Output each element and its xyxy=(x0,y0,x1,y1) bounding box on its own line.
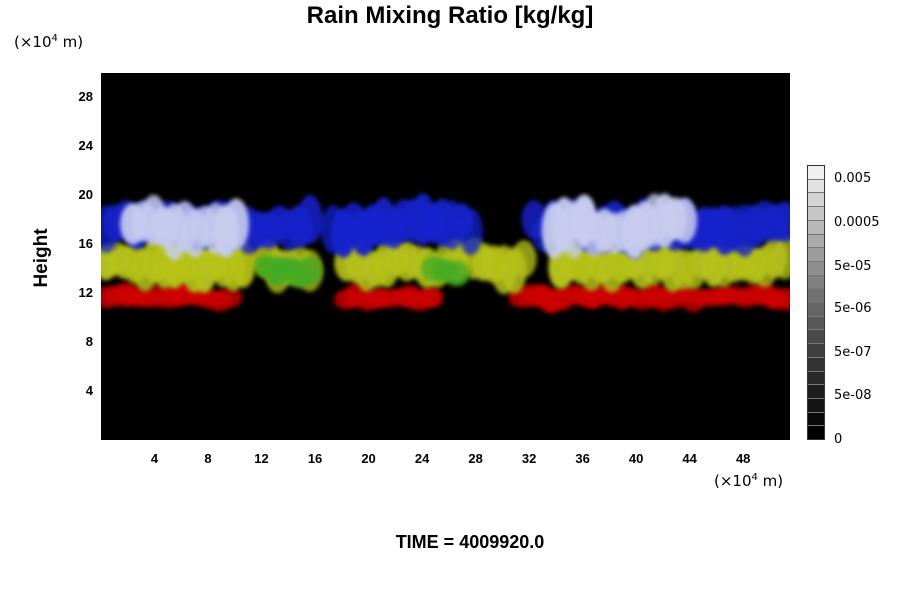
colorbar-cell xyxy=(808,275,824,290)
y-tick-label: 16 xyxy=(78,236,93,252)
cloud-blob xyxy=(216,287,243,308)
colorbar-cell xyxy=(808,220,824,235)
cloud-blob xyxy=(511,240,537,278)
x-tick-label: 40 xyxy=(628,451,644,466)
colorbar-cell xyxy=(808,316,824,331)
colorbar-cell xyxy=(808,426,824,440)
plot-area xyxy=(101,73,790,440)
colorbar-cell xyxy=(808,207,824,221)
cloud-layer-4 xyxy=(120,193,698,261)
y-tick-label: 8 xyxy=(85,334,93,350)
colorbar-cell xyxy=(808,398,824,413)
colorbar-cell xyxy=(808,248,824,262)
x-tick-label: 48 xyxy=(735,451,751,466)
colorbar-cell xyxy=(808,385,824,399)
colorbar-cell xyxy=(808,412,824,427)
x-axis-unit: (×104 m) xyxy=(714,472,784,490)
chart-title: Rain Mixing Ratio [kg/kg] xyxy=(306,2,594,29)
x-tick-label: 8 xyxy=(204,451,212,466)
x-tick-label: 28 xyxy=(468,451,483,466)
y-tick-label: 12 xyxy=(78,285,93,301)
colorbar-cell xyxy=(808,179,824,194)
cloud-layer-1 xyxy=(101,235,790,295)
colorbar-cell xyxy=(808,330,824,345)
y-tick-label: 24 xyxy=(78,138,93,154)
colorbar-cell xyxy=(808,261,824,276)
colorbar-cell xyxy=(808,344,824,358)
heatmap-plot xyxy=(101,193,790,314)
cloud-layer-0 xyxy=(101,281,790,314)
colorbar-cell xyxy=(808,289,824,304)
cloud-blob xyxy=(417,287,444,308)
cloud-layer-2 xyxy=(253,255,471,289)
x-tick-label: 24 xyxy=(414,451,430,466)
y-tick-label: 4 xyxy=(85,383,93,399)
colorbar-cell xyxy=(808,193,824,208)
x-tick-label: 4 xyxy=(150,451,159,466)
cloud-blob xyxy=(772,201,790,242)
cloud-blob xyxy=(296,256,323,285)
y-tick-label: 20 xyxy=(78,187,93,203)
y-axis-label: Height xyxy=(31,228,52,288)
y-axis-unit: (×104 m) xyxy=(14,33,84,51)
cloud-blob xyxy=(297,195,323,245)
colorbar-cell xyxy=(808,303,824,317)
colorbar-label: 5e-08 xyxy=(834,388,872,403)
y-tick-label: 28 xyxy=(78,89,93,105)
cloud-blob xyxy=(772,287,790,311)
cloud-blob xyxy=(443,260,471,287)
colorbar-cell xyxy=(808,234,824,249)
colorbar-label: 5e-07 xyxy=(834,345,872,361)
x-tick-label: 12 xyxy=(254,451,269,466)
colorbar-label: 0 xyxy=(834,432,843,447)
cloud-blob xyxy=(772,235,790,280)
x-tick-label: 16 xyxy=(307,451,323,466)
x-tick-label: 20 xyxy=(361,451,376,466)
colorbar-label: 5e-06 xyxy=(834,301,872,317)
colorbar-cell xyxy=(808,357,824,372)
x-tick-label: 32 xyxy=(521,451,537,466)
colorbar-cell xyxy=(808,166,824,180)
colorbar xyxy=(807,165,825,440)
cloud-blob xyxy=(458,208,483,256)
colorbar-label: 0.0005 xyxy=(834,214,880,230)
cloud-blob xyxy=(672,197,698,244)
colorbar-label: 5e-05 xyxy=(834,258,872,274)
colorbar-cell xyxy=(808,371,824,386)
cloud-blob xyxy=(223,198,250,250)
time-label: TIME = 4009920.0 xyxy=(395,532,545,552)
x-tick-label: 44 xyxy=(682,451,697,466)
x-tick-label: 36 xyxy=(575,451,590,466)
colorbar-label: 0.005 xyxy=(834,170,872,186)
